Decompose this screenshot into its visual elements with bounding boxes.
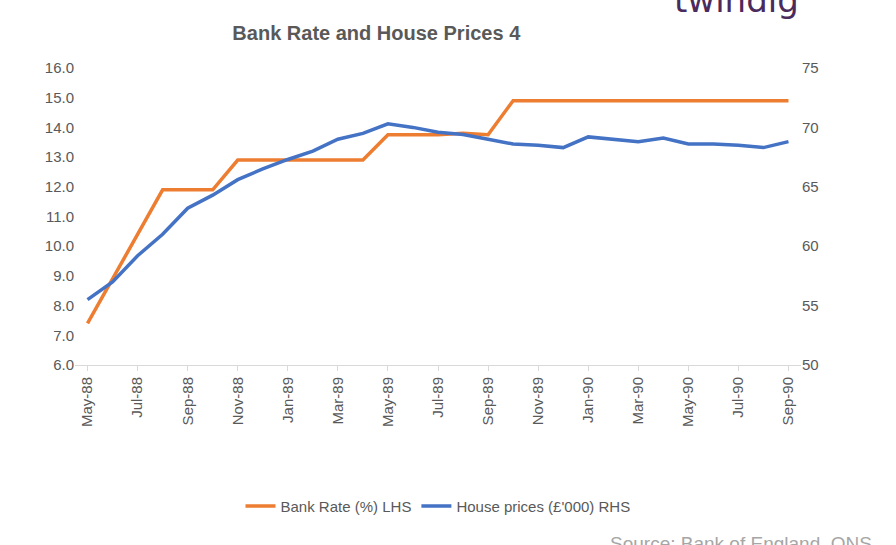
svg-text:May-90: May-90: [679, 377, 696, 427]
svg-text:Bank Rate (%) LHS: Bank Rate (%) LHS: [281, 498, 412, 515]
svg-text:9.0: 9.0: [53, 267, 74, 284]
svg-text:Jan-90: Jan-90: [579, 377, 596, 423]
svg-text:13.0: 13.0: [45, 148, 74, 165]
svg-text:10.0: 10.0: [45, 237, 74, 254]
svg-text:Nov-88: Nov-88: [229, 377, 246, 425]
svg-text:50: 50: [802, 356, 819, 373]
svg-text:Jul-88: Jul-88: [128, 377, 145, 418]
svg-text:Bank Rate and House Prices 4: Bank Rate and House Prices 4: [232, 22, 521, 44]
svg-text:15.0: 15.0: [45, 89, 74, 106]
svg-text:Mar-89: Mar-89: [329, 377, 346, 425]
svg-text:60: 60: [802, 237, 819, 254]
svg-text:Sep-90: Sep-90: [779, 377, 796, 425]
svg-text:8.0: 8.0: [53, 297, 74, 314]
svg-text:Sep-89: Sep-89: [479, 377, 496, 425]
svg-text:14.0: 14.0: [45, 119, 74, 136]
svg-text:Source: Bank of England, ONS: Source: Bank of England, ONS: [610, 533, 872, 545]
svg-text:6.0: 6.0: [53, 356, 74, 373]
svg-text:Jan-89: Jan-89: [279, 377, 296, 423]
svg-text:Sep-88: Sep-88: [179, 377, 196, 425]
svg-text:Mar-90: Mar-90: [629, 377, 646, 425]
svg-text:May-88: May-88: [78, 377, 95, 427]
svg-text:May-89: May-89: [379, 377, 396, 427]
svg-text:twindig: twindig: [674, 0, 799, 20]
svg-text:12.0: 12.0: [45, 178, 74, 195]
svg-text:65: 65: [802, 178, 819, 195]
svg-text:55: 55: [802, 297, 819, 314]
svg-text:70: 70: [802, 119, 819, 136]
svg-text:Jul-89: Jul-89: [429, 377, 446, 418]
svg-text:75: 75: [802, 59, 819, 76]
svg-text:Jul-90: Jul-90: [729, 377, 746, 418]
svg-text:16.0: 16.0: [45, 59, 74, 76]
svg-text:House prices (£'000) RHS: House prices (£'000) RHS: [456, 498, 630, 515]
svg-text:Nov-89: Nov-89: [529, 377, 546, 425]
svg-text:7.0: 7.0: [53, 327, 74, 344]
svg-text:11.0: 11.0: [46, 208, 74, 225]
